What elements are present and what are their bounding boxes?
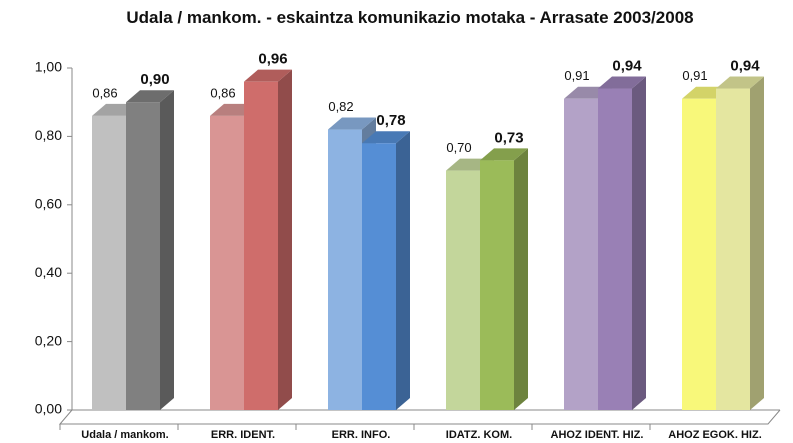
y-tick-label: 0,60 [35, 196, 62, 212]
bar-side [632, 76, 646, 411]
bar-side [396, 131, 410, 411]
bar-front [362, 143, 396, 411]
bar-front [682, 98, 716, 410]
bar-front [328, 129, 362, 410]
bar-side [750, 76, 764, 411]
bar-front [126, 102, 160, 410]
bar-front [244, 81, 278, 411]
bar-front [480, 160, 514, 410]
y-tick-label: 0,40 [35, 264, 62, 280]
value-label: 0,82 [328, 99, 353, 114]
y-tick-label: 0,00 [35, 401, 62, 417]
bar [716, 76, 764, 411]
bar [244, 69, 292, 411]
y-tick-label: 0,80 [35, 127, 62, 143]
bar-front [598, 88, 632, 411]
bar-top [480, 148, 528, 161]
value-label: 0,94 [730, 57, 760, 74]
y-tick-label: 0,20 [35, 332, 62, 348]
bar-front [92, 115, 126, 410]
x-tick-label: IDATZ. KOM. [446, 429, 512, 441]
bar-front [210, 115, 244, 410]
x-tick-label: Udala / mankom. [81, 429, 168, 441]
bar-top [716, 76, 764, 89]
y-tick-label: 1,00 [35, 59, 62, 75]
bar [362, 131, 410, 411]
value-label: 0,91 [564, 68, 589, 83]
bar-top [598, 76, 646, 89]
x-tick-label: ERR. IDENT. [211, 429, 275, 441]
bar [480, 148, 528, 410]
axis-wall [71, 68, 780, 411]
bar [598, 76, 646, 411]
bar-top [328, 117, 376, 130]
bar-front [716, 88, 750, 411]
value-label: 0,86 [92, 85, 117, 100]
bar-side [160, 90, 174, 410]
value-label: 0,94 [612, 57, 642, 74]
value-label: 0,90 [140, 71, 169, 88]
bar-top [362, 131, 410, 144]
value-label: 0,86 [210, 85, 235, 100]
x-tick-label: AHOZ EGOK. HIZ. [668, 429, 762, 441]
value-label: 0,96 [258, 51, 287, 68]
value-label: 0,91 [682, 68, 707, 83]
floor [58, 409, 781, 425]
x-tick-label: AHOZ IDENT. HIZ. [551, 429, 644, 441]
x-tick-label: ERR. INFO. [332, 429, 391, 441]
bar-top [244, 69, 292, 82]
bar-side [278, 69, 292, 411]
bar-front [446, 170, 480, 410]
bar-front [564, 98, 598, 410]
value-label: 0,78 [376, 112, 405, 129]
bar-top [126, 90, 174, 103]
value-label: 0,73 [494, 129, 523, 146]
bar [126, 90, 174, 410]
bar-side [514, 148, 528, 410]
chart-title: Udala / mankom. - eskaintza komunikazio … [126, 8, 694, 27]
value-label: 0,70 [446, 140, 471, 155]
